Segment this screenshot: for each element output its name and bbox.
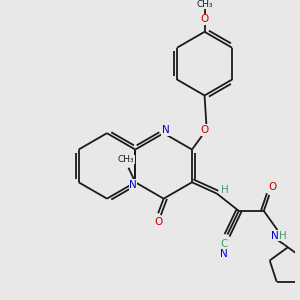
- Text: N: N: [220, 249, 228, 259]
- Text: H: H: [280, 231, 287, 241]
- Text: O: O: [269, 182, 277, 192]
- Text: CH₃: CH₃: [196, 0, 213, 9]
- Text: O: O: [154, 217, 162, 227]
- Text: N: N: [271, 231, 279, 241]
- Text: N: N: [162, 125, 169, 136]
- Text: O: O: [201, 125, 209, 135]
- Text: N: N: [129, 180, 137, 190]
- Text: O: O: [200, 14, 209, 24]
- Text: H: H: [221, 185, 229, 195]
- Text: CH₃: CH₃: [118, 155, 134, 164]
- Text: C: C: [220, 238, 227, 249]
